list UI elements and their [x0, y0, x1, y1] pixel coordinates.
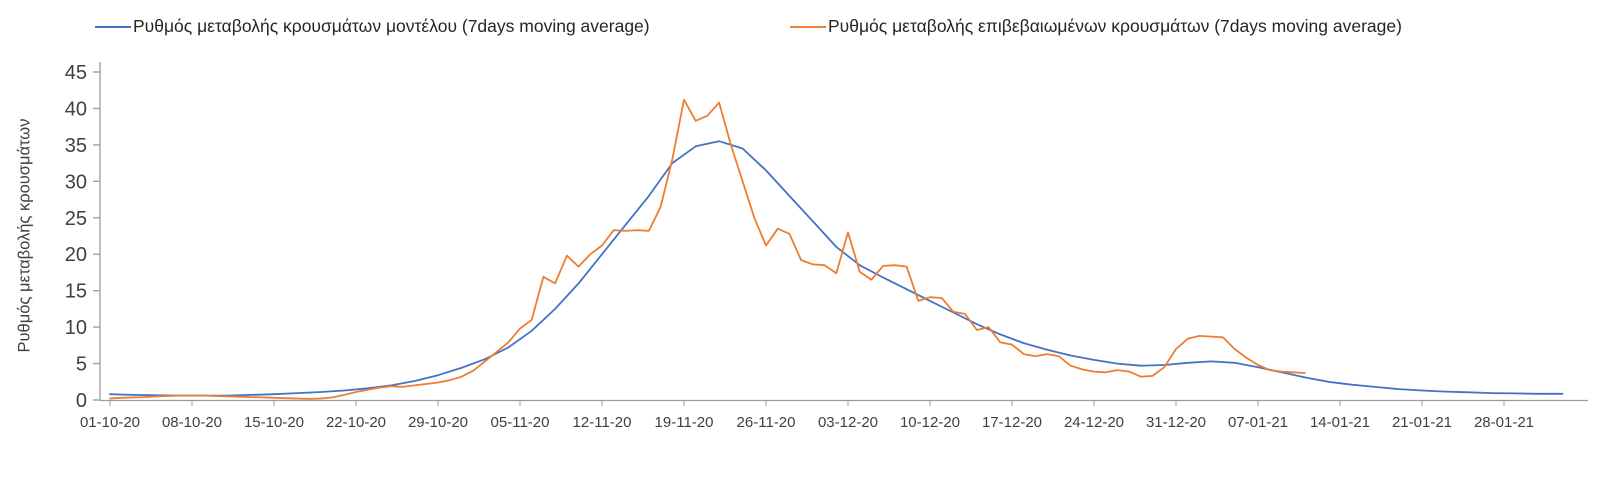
x-tick-label: 12-11-20 [573, 414, 632, 431]
y-tick-label: 40 [65, 98, 87, 120]
x-tick-label: 21-01-21 [1392, 414, 1452, 431]
x-tick-label: 22-10-20 [326, 414, 386, 431]
x-tick-label: 05-11-20 [491, 414, 550, 431]
x-tick-label: 15-10-20 [244, 414, 304, 431]
y-tick-label: 10 [65, 317, 87, 339]
x-tick-label: 19-11-20 [655, 414, 714, 431]
y-tick-label: 25 [65, 208, 87, 230]
legend-label-confirmed: Ρυθμός μεταβολής επιβεβαιωμένων κρουσμάτ… [828, 16, 1402, 36]
y-tick-label: 35 [65, 135, 87, 157]
x-tick-label: 29-10-20 [408, 414, 468, 431]
y-tick-label: 30 [65, 171, 87, 193]
x-tick-label: 26-11-20 [737, 414, 796, 431]
legend-line-confirmed-icon [790, 25, 826, 28]
y-tick-label: 5 [76, 354, 87, 376]
x-tick-label: 24-12-20 [1064, 414, 1124, 431]
x-tick-label: 03-12-20 [818, 414, 878, 431]
y-tick-label: 0 [76, 390, 87, 412]
x-tick-label: 31-12-20 [1146, 414, 1206, 431]
legend-label-model: Ρυθμός μεταβολής κρουσμάτων μοντέλου (7d… [133, 16, 650, 36]
y-tick-label: 45 [65, 62, 87, 84]
legend-item-model: Ρυθμός μεταβολής κρουσμάτων μοντέλου (7d… [95, 16, 650, 37]
x-tick-label: 10-12-20 [900, 414, 960, 431]
series-line-1 [109, 98, 1306, 400]
x-tick-label: 08-10-20 [162, 414, 222, 431]
x-tick-label: 01-10-20 [80, 414, 140, 431]
y-tick-label: 20 [65, 244, 87, 266]
legend-item-confirmed: Ρυθμός μεταβολής επιβεβαιωμένων κρουσμάτ… [790, 16, 1402, 37]
x-tick-label: 07-01-21 [1228, 414, 1288, 431]
x-tick-label: 14-01-21 [1310, 414, 1370, 431]
y-axis-title: Ρυθμός μεταβολής κρουσμάτων [15, 118, 34, 353]
x-tick-label: 17-12-20 [982, 414, 1042, 431]
y-tick-label: 15 [65, 281, 87, 303]
x-tick-label: 28-01-21 [1474, 414, 1534, 431]
legend-line-model-icon [95, 25, 131, 28]
series-line-0 [109, 140, 1564, 397]
